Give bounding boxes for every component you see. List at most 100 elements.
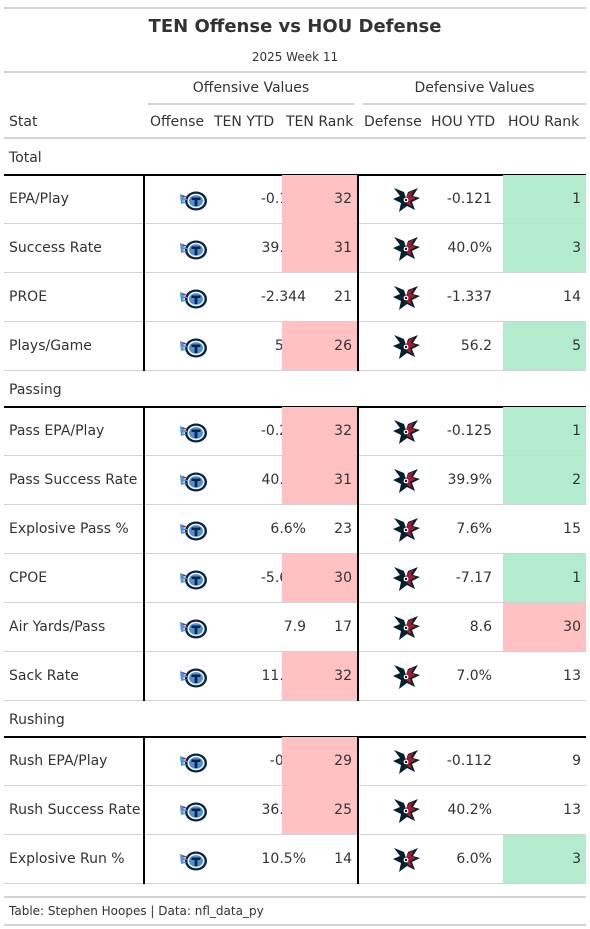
table-row: Pass Success Rate 40.1%31 39.9%2 bbox=[4, 456, 586, 505]
titans-logo-icon bbox=[174, 554, 214, 603]
def-rank-value: 13 bbox=[563, 802, 581, 818]
def-rank-value: 13 bbox=[563, 668, 581, 684]
header-rule bbox=[4, 71, 586, 73]
def-ytd-value: 7.0% bbox=[456, 668, 492, 684]
col-header-off-rank: TEN Rank bbox=[286, 114, 354, 130]
table-subtitle: 2025 Week 11 bbox=[251, 50, 339, 64]
offense-left-border bbox=[143, 407, 145, 701]
def-ytd-value: -0.121 bbox=[446, 191, 492, 207]
defense-left-border bbox=[357, 175, 359, 371]
def-ytd-value: -0.112 bbox=[446, 753, 492, 769]
def-rank-value: 15 bbox=[563, 521, 581, 537]
top-rule bbox=[4, 7, 586, 9]
defense-left-border bbox=[357, 737, 359, 884]
texans-logo-icon bbox=[387, 407, 427, 456]
titans-logo-icon bbox=[174, 652, 214, 701]
row-divider bbox=[4, 834, 586, 835]
stat-name: Plays/Game bbox=[9, 338, 92, 354]
table-row: Explosive Run % 10.5% 14 6.0% 3 bbox=[4, 835, 586, 884]
col-header-def-rank: HOU Rank bbox=[508, 114, 580, 130]
off-rank-value: 26 bbox=[282, 322, 358, 371]
titans-logo-icon bbox=[174, 505, 214, 554]
stat-name: Explosive Pass % bbox=[9, 521, 129, 537]
titans-logo-icon bbox=[174, 407, 214, 456]
table-row: CPOE -5.62130 -7.171 bbox=[4, 554, 586, 603]
row-divider bbox=[4, 602, 586, 603]
table-row: Air Yards/Pass 7.9 17 8.6 30 bbox=[4, 603, 586, 652]
def-ytd-value: -1.337 bbox=[446, 289, 492, 305]
texans-logo-icon bbox=[387, 456, 427, 505]
group-bottom-border bbox=[4, 700, 586, 701]
off-rank-value: 21 bbox=[334, 289, 352, 305]
defensive-values-spanner: Defensive Values bbox=[414, 80, 535, 96]
def-ytd-value: 8.6 bbox=[469, 619, 492, 635]
titans-logo-icon bbox=[174, 835, 214, 884]
stat-name: CPOE bbox=[9, 570, 48, 586]
table-row: Sack Rate 11.1%32 7.0%13 bbox=[4, 652, 586, 701]
col-header-offense: Offense bbox=[150, 114, 205, 130]
table-row: Plays/Game 56.626 56.25 bbox=[4, 322, 586, 371]
texans-logo-icon bbox=[387, 603, 427, 652]
def-ytd-value: 40.2% bbox=[447, 802, 492, 818]
off-ytd-value: 6.6% bbox=[270, 521, 306, 537]
group-label: Rushing bbox=[9, 712, 65, 728]
off-rank-value: 17 bbox=[334, 619, 352, 635]
texans-logo-icon bbox=[387, 737, 427, 786]
off-rank-value: 29 bbox=[282, 737, 358, 786]
footer-rule bbox=[4, 924, 586, 926]
row-divider bbox=[4, 455, 586, 456]
off-rank-value: 32 bbox=[282, 175, 358, 224]
texans-logo-icon bbox=[387, 175, 427, 224]
col-header-stat: Stat bbox=[9, 114, 38, 130]
row-divider bbox=[4, 785, 586, 786]
def-rank-value: 14 bbox=[563, 289, 581, 305]
def-rank-value: 30 bbox=[503, 603, 586, 652]
off-ytd-value: 10.5% bbox=[261, 851, 306, 867]
stat-name: PROE bbox=[9, 289, 48, 305]
offensive-spanner-line bbox=[148, 103, 354, 105]
stat-name: Sack Rate bbox=[9, 668, 79, 684]
offense-left-border bbox=[143, 737, 145, 884]
def-ytd-value: 56.2 bbox=[460, 338, 492, 354]
group-label: Passing bbox=[9, 382, 62, 398]
stat-name: Rush Success Rate bbox=[9, 802, 141, 818]
off-ytd-value: -2.344 bbox=[260, 289, 306, 305]
stat-name: EPA/Play bbox=[9, 191, 69, 207]
texans-logo-icon bbox=[387, 652, 427, 701]
def-rank-value: 1 bbox=[503, 175, 586, 224]
stat-name: Pass Success Rate bbox=[9, 472, 138, 488]
row-divider bbox=[4, 553, 586, 554]
group-label: Total bbox=[9, 150, 42, 166]
off-rank-value: 31 bbox=[282, 456, 358, 505]
stat-name: Explosive Run % bbox=[9, 851, 125, 867]
def-rank-value: 3 bbox=[503, 835, 586, 884]
def-rank-value: 5 bbox=[503, 322, 586, 371]
texans-logo-icon bbox=[387, 835, 427, 884]
texans-logo-icon bbox=[387, 322, 427, 371]
off-rank-value: 32 bbox=[282, 652, 358, 701]
col-header-defense: Defense bbox=[364, 114, 422, 130]
column-header-rule bbox=[4, 137, 586, 139]
off-rank-value: 25 bbox=[282, 786, 358, 835]
row-divider bbox=[4, 223, 586, 224]
off-ytd-value: 7.9 bbox=[283, 619, 306, 635]
off-rank-value: 14 bbox=[334, 851, 352, 867]
bottom-rule bbox=[4, 896, 586, 898]
stat-name: Air Yards/Pass bbox=[9, 619, 106, 635]
texans-logo-icon bbox=[387, 224, 427, 273]
defensive-spanner-line bbox=[363, 103, 586, 105]
table-title: TEN Offense vs HOU Defense bbox=[148, 16, 442, 37]
titans-logo-icon bbox=[174, 322, 214, 371]
table-row: Explosive Pass % 6.6% 23 7.6% 15 bbox=[4, 505, 586, 554]
def-rank-value: 1 bbox=[503, 554, 586, 603]
texans-logo-icon bbox=[387, 786, 427, 835]
texans-logo-icon bbox=[387, 505, 427, 554]
titans-logo-icon bbox=[174, 737, 214, 786]
table-row: Rush Success Rate 36.8%25 40.2%13 bbox=[4, 786, 586, 835]
def-ytd-value: 40.0% bbox=[447, 240, 492, 256]
off-rank-value: 32 bbox=[282, 407, 358, 456]
